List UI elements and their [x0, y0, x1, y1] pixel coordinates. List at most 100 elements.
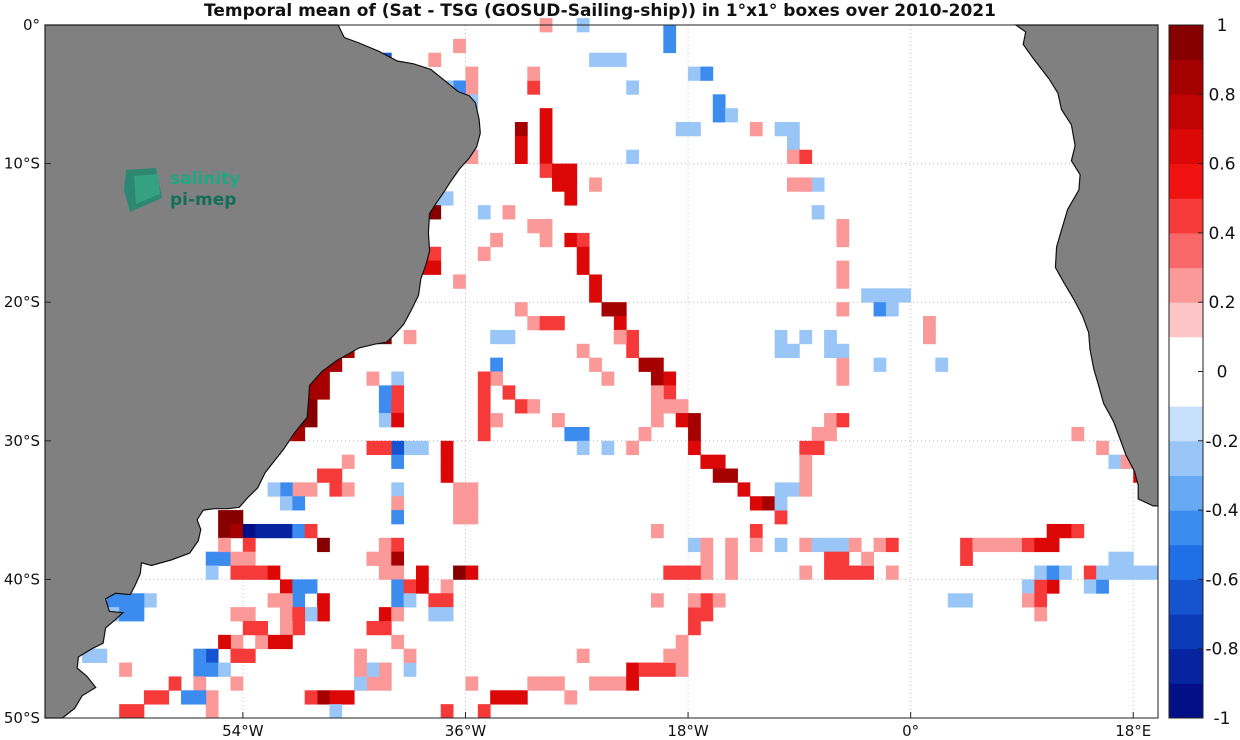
- heatmap-cell: [230, 565, 244, 580]
- heatmap-cell: [663, 662, 677, 677]
- colorbar-tick-label: -0.2: [1205, 432, 1238, 452]
- heatmap-cell: [378, 399, 392, 414]
- heatmap-cell: [527, 676, 541, 691]
- heatmap-cell: [885, 537, 899, 553]
- heatmap-cell: [1145, 565, 1159, 580]
- heatmap-cell: [477, 426, 491, 442]
- heatmap-cell: [787, 482, 800, 497]
- heatmap-cell: [799, 468, 813, 483]
- heatmap-cell: [440, 607, 454, 622]
- heatmap-cell: [391, 537, 405, 553]
- heatmap-cell: [861, 551, 874, 566]
- heatmap-cell: [861, 288, 874, 303]
- heatmap-cell: [688, 122, 701, 137]
- heatmap-cell: [341, 482, 355, 497]
- heatmap-cell: [589, 52, 602, 67]
- heatmap-cell: [552, 413, 565, 428]
- colorbar-band: [1169, 128, 1203, 165]
- heatmap-cell: [242, 565, 256, 580]
- heatmap-cell: [378, 440, 392, 456]
- heatmap-cell: [428, 607, 442, 622]
- heatmap-cell: [539, 122, 553, 137]
- heatmap-cell: [725, 468, 738, 483]
- heatmap-cell: [403, 329, 417, 345]
- heatmap-cell: [774, 329, 788, 345]
- heatmap-cell: [613, 316, 627, 331]
- heatmap-cell: [304, 579, 318, 594]
- heatmap-cell: [527, 66, 541, 81]
- colorbar-band: [1169, 440, 1203, 476]
- heatmap-cell: [749, 537, 763, 553]
- heatmap-cell: [403, 648, 417, 663]
- heatmap-cell: [440, 440, 454, 456]
- watermark-logo: salinity pi-mep: [124, 168, 240, 212]
- colorbar-tick-label: -0.8: [1205, 640, 1238, 660]
- heatmap-cell: [712, 468, 726, 483]
- heatmap-cell: [317, 537, 330, 553]
- heatmap-cell: [354, 662, 367, 677]
- heatmap-cell: [255, 523, 268, 539]
- heatmap-cell: [576, 232, 590, 248]
- heatmap-cell: [218, 662, 231, 677]
- heatmap-cell: [354, 676, 367, 691]
- heatmap-cell: [613, 329, 627, 345]
- heatmap-cell: [440, 191, 454, 206]
- heatmap-cell: [712, 94, 726, 109]
- heatmap-cell: [292, 482, 306, 497]
- heatmap-cell: [1059, 523, 1072, 539]
- heatmap-cell: [465, 80, 479, 95]
- colorbar-band: [1169, 267, 1203, 303]
- y-tick-label: 10°S: [4, 155, 40, 173]
- heatmap-cell: [502, 385, 516, 400]
- colorbar-tick-label: 0.6: [1208, 155, 1235, 175]
- heatmap-cell: [131, 607, 145, 622]
- heatmap-cell: [836, 219, 850, 234]
- heatmap-cell: [836, 371, 850, 386]
- heatmap-cell: [960, 593, 973, 608]
- heatmap-cell: [873, 537, 887, 553]
- colorbar-band: [1169, 579, 1203, 615]
- heatmap-cell: [613, 52, 627, 67]
- heatmap-cell: [465, 496, 479, 511]
- heatmap-cell: [836, 413, 850, 428]
- heatmap-cell: [193, 676, 207, 691]
- heatmap-cell: [304, 413, 318, 428]
- heatmap-cell: [317, 468, 330, 483]
- heatmap-cell: [712, 108, 726, 123]
- heatmap-cell: [799, 149, 813, 164]
- heatmap-cell: [1083, 579, 1097, 594]
- heatmap-cell: [552, 163, 565, 178]
- heatmap-cell: [688, 607, 701, 622]
- heatmap-cell: [836, 274, 850, 289]
- heatmap-cell: [663, 371, 677, 386]
- heatmap-cell: [490, 371, 503, 386]
- heatmap-cell: [440, 579, 454, 594]
- heatmap-cell: [440, 593, 454, 608]
- heatmap-cell: [304, 690, 318, 705]
- heatmap-cell: [1071, 523, 1085, 539]
- heatmap-cell: [366, 662, 380, 677]
- heatmap-cell: [539, 676, 553, 691]
- heatmap-cell: [589, 676, 602, 691]
- colorbar-band: [1169, 614, 1203, 650]
- heatmap-cell: [242, 523, 256, 539]
- heatmap-cells: [82, 18, 1159, 719]
- heatmap-cell: [700, 551, 714, 566]
- colorbar-tick-label: 0.2: [1208, 293, 1235, 313]
- heatmap-cell: [329, 690, 343, 705]
- heatmap-cell: [675, 122, 689, 137]
- heatmap-cell: [885, 302, 899, 317]
- heatmap-cell: [279, 607, 293, 622]
- heatmap-cell: [626, 440, 639, 456]
- chart-title: Temporal mean of (Sat - TSG (GOSUD-Saili…: [204, 1, 996, 21]
- heatmap-cell: [564, 232, 578, 248]
- heatmap-cell: [378, 551, 392, 566]
- heatmap-cell: [1071, 426, 1085, 442]
- heatmap-cell: [650, 413, 664, 428]
- heatmap-cell: [688, 565, 701, 580]
- heatmap-cell: [749, 523, 763, 539]
- heatmap-cell: [193, 648, 207, 663]
- heatmap-cell: [242, 648, 256, 663]
- heatmap-cell: [465, 676, 479, 691]
- land-africa: [1013, 24, 1159, 507]
